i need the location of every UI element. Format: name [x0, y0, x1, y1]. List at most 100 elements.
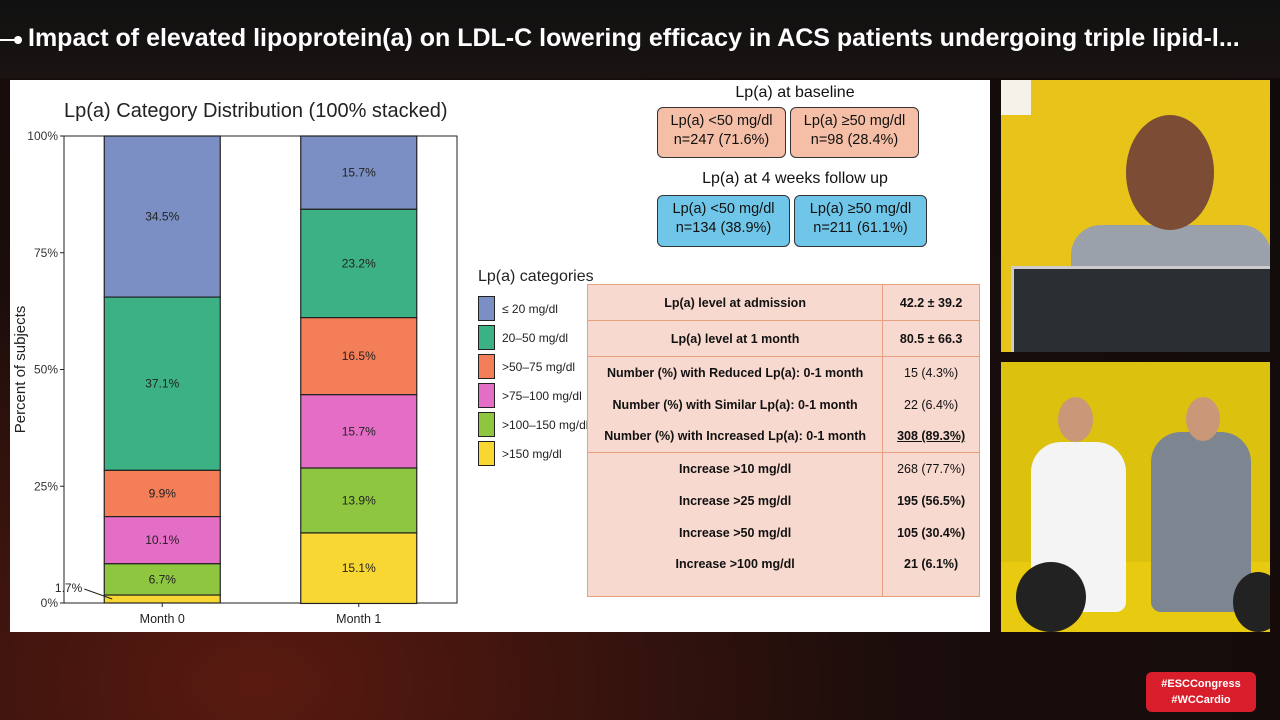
legend-label: >150 mg/dl	[502, 446, 562, 461]
followup-low-label: Lp(a) <50 mg/dl	[672, 201, 775, 217]
row-label: Increase >50 mg/dl	[586, 516, 884, 549]
row-label: Lp(a) level at admission	[586, 284, 884, 321]
row-value: 195 (56.5%)	[882, 484, 980, 517]
baseline-high-count: n=98 (28.4%)	[810, 132, 899, 148]
row-value: 22 (6.4%)	[882, 388, 980, 421]
followup-low-box: Lp(a) <50 mg/dl n=134 (38.9%)	[657, 195, 790, 247]
y-axis-label: Percent of subjects	[12, 306, 29, 434]
baseline-heading: Lp(a) at baseline	[735, 84, 855, 101]
data-label: 15.1%	[342, 561, 376, 575]
bar-segment	[300, 532, 418, 605]
legend-item: >150 mg/dl	[478, 439, 594, 468]
row-label: Increase >10 mg/dl	[586, 452, 884, 485]
bar-segment	[300, 394, 418, 469]
stacked-bar-chart: 0% 25% 50% 75% 100% Percent of subjects 34.5% 3…	[12, 129, 458, 626]
legend-item: ≤ 20 mg/dl	[478, 294, 594, 323]
data-label: 16.5%	[342, 349, 376, 363]
legend-swatch	[478, 296, 495, 321]
data-label: 15.7%	[342, 424, 376, 438]
bar-segment	[300, 467, 418, 534]
row-value: 42.2 ± 39.2	[882, 284, 980, 321]
row-label: Number (%) with Increased Lp(a): 0-1 mon…	[586, 420, 884, 453]
x-tick-label: Month 1	[336, 612, 381, 626]
chart-title: Lp(a) Category Distribution (100% stacke…	[64, 100, 448, 122]
legend-label: >100–150 mg/dl	[502, 417, 589, 432]
table-row: Increase >50 mg/dl 105 (30.4%)	[586, 516, 980, 549]
followup-high-box: Lp(a) ≥50 mg/dl n=211 (61.1%)	[794, 195, 927, 247]
data-label: 6.7%	[149, 572, 177, 586]
table-row: Lp(a) level at admission 42.2 ± 39.2	[586, 284, 980, 321]
y-tick-label: 75%	[34, 246, 58, 260]
baseline-high-label: Lp(a) ≥50 mg/dl	[803, 113, 906, 129]
row-value: 308 (89.3%)	[882, 420, 980, 453]
hashtag-badge: #ESCCongress #WCCardio	[1146, 672, 1256, 712]
table-row: Lp(a) level at 1 month 80.5 ± 66.3	[586, 320, 980, 357]
bar-segment	[300, 135, 418, 210]
title-bullet-dot	[14, 36, 22, 44]
hashtag-wc: #WCCardio	[1171, 694, 1231, 706]
baseline-low-label: Lp(a) <50 mg/dl	[670, 113, 773, 129]
bar-segment	[103, 594, 221, 604]
baseline-high-box: Lp(a) ≥50 mg/dl n=98 (28.4%)	[790, 107, 919, 158]
legend-label: >75–100 mg/dl	[502, 388, 582, 403]
speaker-head	[1126, 115, 1214, 230]
legend-swatch	[478, 354, 495, 379]
y-tick-label: 0%	[41, 596, 59, 610]
data-label: 34.5%	[145, 210, 179, 224]
data-label: 13.9%	[342, 493, 376, 507]
table-row: Increase >10 mg/dl 268 (77.7%)	[586, 452, 980, 485]
x-tick-label: Month 0	[140, 612, 185, 626]
title-bar: Impact of elevated lipoprotein(a) on LDL…	[0, 0, 1280, 78]
row-label: Increase >100 mg/dl	[586, 548, 884, 597]
legend-item: 20–50 mg/dl	[478, 323, 594, 352]
row-value: 105 (30.4%)	[882, 516, 980, 549]
legend-item: >50–75 mg/dl	[478, 352, 594, 381]
row-label: Increase >25 mg/dl	[586, 484, 884, 517]
table-row: Number (%) with Increased Lp(a): 0-1 mon…	[586, 420, 980, 453]
y-tick-label: 25%	[34, 479, 58, 493]
table-row: Increase >100 mg/dl 21 (6.1%)	[586, 548, 980, 597]
row-label: Number (%) with Similar Lp(a): 0-1 month	[586, 388, 884, 421]
hashtag-esc: #ESCCongress	[1161, 678, 1241, 690]
bar-segment	[103, 563, 221, 596]
panelist-right	[1151, 432, 1251, 612]
legend-swatch	[478, 412, 495, 437]
legend-label: >50–75 mg/dl	[502, 359, 576, 374]
bar-segment	[103, 516, 221, 565]
row-label: Lp(a) level at 1 month	[586, 320, 884, 357]
legend-swatch	[478, 325, 495, 350]
chart-legend: Lp(a) categories ≤ 20 mg/dl 20–50 mg/dl >5…	[478, 268, 594, 468]
row-value: 21 (6.1%)	[882, 548, 980, 597]
followup-heading: Lp(a) at 4 weeks follow up	[702, 170, 888, 187]
followup-high-label: Lp(a) ≥50 mg/dl	[809, 201, 912, 217]
panelist-left-head	[1058, 397, 1093, 442]
row-label: Number (%) with Reduced Lp(a): 0-1 month	[586, 356, 884, 389]
bar-segment	[103, 296, 221, 471]
legend-swatch	[478, 383, 495, 408]
baseline-low-box: Lp(a) <50 mg/dl n=247 (71.6%)	[657, 107, 786, 158]
lpa-stats-table: Lp(a) level at admission 42.2 ± 39.2 Lp(…	[586, 284, 980, 597]
audience-head	[1016, 562, 1086, 632]
table-row: Number (%) with Similar Lp(a): 0-1 month…	[586, 388, 980, 421]
table-row: Increase >25 mg/dl 195 (56.5%)	[586, 484, 980, 517]
legend-item: >75–100 mg/dl	[478, 381, 594, 410]
followup-high-count: n=211 (61.1%)	[813, 220, 908, 236]
data-label: 15.7%	[342, 166, 376, 180]
legend-swatch	[478, 441, 495, 466]
panel-video	[1001, 362, 1270, 632]
bar-segment	[103, 469, 221, 518]
y-tick-label: 50%	[34, 363, 58, 377]
table-row: Number (%) with Reduced Lp(a): 0-1 month…	[586, 356, 980, 389]
legend-label: 20–50 mg/dl	[502, 330, 569, 345]
legend-label: ≤ 20 mg/dl	[502, 301, 558, 316]
data-label: 37.1%	[145, 377, 179, 391]
panelist-right-head	[1186, 397, 1220, 441]
row-value: 15 (4.3%)	[882, 356, 980, 389]
y-tick-label: 100%	[27, 129, 58, 143]
wall-panel	[1001, 80, 1031, 115]
presentation-title: Impact of elevated lipoprotein(a) on LDL…	[28, 24, 1240, 52]
data-label: 1.7%	[55, 581, 83, 595]
lectern-monitor	[1011, 266, 1270, 352]
data-label: 10.1%	[145, 533, 179, 547]
baseline-low-count: n=247 (71.6%)	[673, 132, 770, 148]
